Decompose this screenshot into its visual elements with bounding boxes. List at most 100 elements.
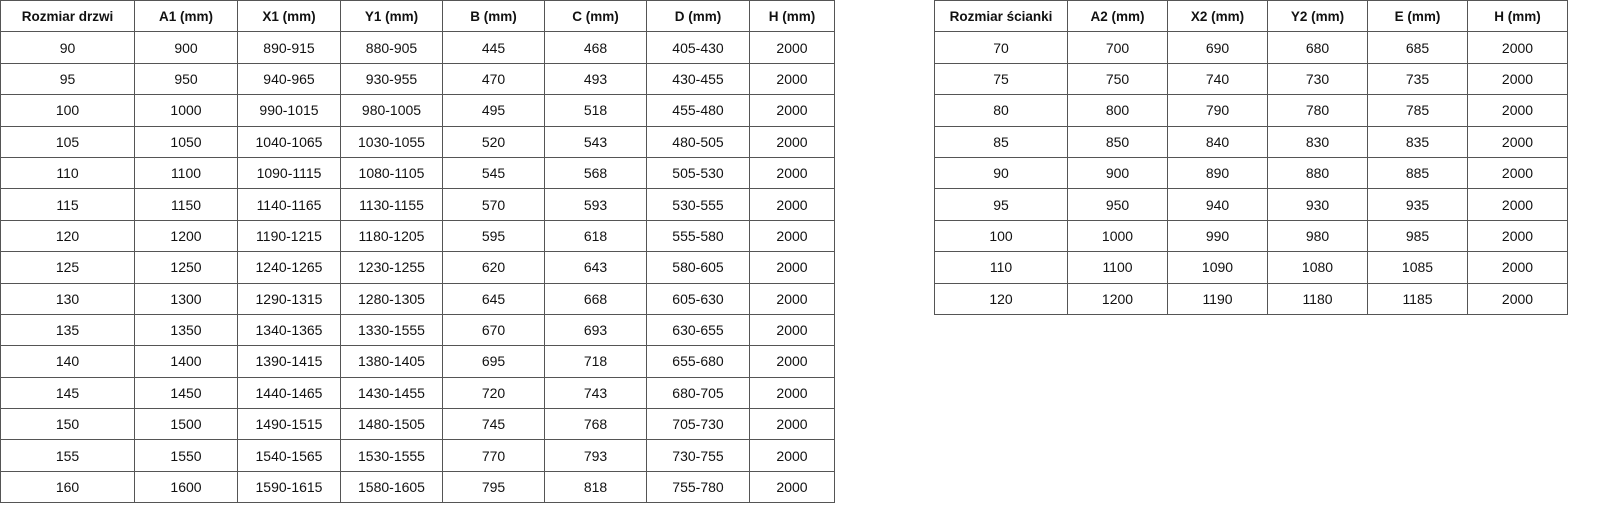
table-cell: 1440-1465 [237,376,341,410]
table-cell: 755-780 [646,470,750,504]
table-cell: 570 [442,188,545,221]
table-cell: 2000 [749,188,835,221]
table-cell: 160 [0,470,135,504]
table-cell: 2000 [749,439,835,472]
table-cell: 690 [1167,31,1268,64]
table-cell: 1580-1605 [340,470,443,504]
table-cell: 670 [442,313,545,347]
table-cell: 780 [1267,94,1368,127]
table-cell: 890 [1167,156,1268,190]
table-cell: 700 [1067,31,1168,64]
table-cell: 790 [1167,94,1268,127]
table-row: 115 1150 1140-1165 1130-1155 570 593 530-555 20… [0,188,835,221]
table-row: 150 1500 1490-1515 1480-1505 745 768 705-730 20… [0,408,835,441]
table-cell: 880-905 [340,31,443,64]
table-cell: 1000 [134,94,238,127]
table-cell: 505-530 [646,156,750,190]
table-row: 130 1300 1290-1315 1280-1305 645 668 605-630 20… [0,282,835,315]
table-row: 100 1000 990-1015 980-1005 495 518 455-480 2000 [0,94,835,127]
table-cell: 90 [0,31,135,64]
table-row: 90 900 890-915 880-905 445 468 405-430 2000 [0,31,835,64]
table-cell: 685 [1367,31,1468,64]
table-cell: 1500 [134,408,238,441]
table-cell: 1540-1565 [237,439,341,472]
table-cell: 1430-1455 [340,376,443,410]
table-cell: 495 [442,94,545,127]
table-cell: 750 [1067,62,1168,96]
column-header: Rozmiar drzwi [0,0,135,33]
table-cell: 1480-1505 [340,408,443,441]
table-cell: 493 [544,62,647,96]
table-cell: 480-505 [646,125,750,158]
table-cell: 990 [1167,219,1268,253]
table-cell: 645 [442,282,545,315]
table-row: 155 1550 1540-1565 1530-1555 770 793 730-755 20… [0,439,835,472]
table-cell: 405-430 [646,31,750,64]
table-cell: 2000 [749,31,835,64]
column-header: B (mm) [442,0,545,33]
table-cell: 85 [934,125,1068,158]
table-cell: 110 [934,251,1068,284]
table-cell: 2000 [749,408,835,441]
table-cell: 135 [0,313,135,347]
column-header: Rozmiar ścianki [934,0,1068,33]
table-row: 145 1450 1440-1465 1430-1455 720 743 680-705 20… [0,376,835,410]
table-cell: 1180-1205 [340,219,443,253]
column-header: C (mm) [544,0,647,33]
table-cell: 2000 [749,125,835,158]
table-cell: 2000 [1467,94,1568,127]
column-header: D (mm) [646,0,750,33]
column-header: X1 (mm) [237,0,341,33]
column-header: H (mm) [749,0,835,33]
table-cell: 518 [544,94,647,127]
table-row: 75 750 740 730 735 2000 [934,62,1568,96]
table-cell: 543 [544,125,647,158]
table-cell: 1080 [1267,251,1368,284]
table-cell: 2000 [1467,62,1568,96]
table-cell: 743 [544,376,647,410]
table-cell: 1330-1555 [340,313,443,347]
table-cell: 95 [0,62,135,96]
table-cell: 1490-1515 [237,408,341,441]
table-cell: 1200 [1067,282,1168,315]
table-cell: 768 [544,408,647,441]
table-cell: 618 [544,219,647,253]
table-cell: 930 [1267,188,1368,221]
table-row: 160 1600 1590-1615 1580-1605 795 818 755-780 20… [0,470,835,504]
table-cell: 655-680 [646,345,750,378]
table-cell: 2000 [1467,188,1568,221]
table-cell: 593 [544,188,647,221]
table-cell: 620 [442,251,545,284]
table-cell: 568 [544,156,647,190]
table-cell: 840 [1167,125,1268,158]
column-header: Y2 (mm) [1267,0,1368,33]
table-cell: 2000 [749,156,835,190]
table-cell: 2000 [1467,282,1568,315]
table-cell: 580-605 [646,251,750,284]
table-cell: 950 [134,62,238,96]
table-cell: 940-965 [237,62,341,96]
table-cell: 730 [1267,62,1368,96]
table-cell: 1550 [134,439,238,472]
table-cell: 1000 [1067,219,1168,253]
table-cell: 695 [442,345,545,378]
column-header: E (mm) [1367,0,1468,33]
table-cell: 835 [1367,125,1468,158]
table-cell: 2000 [1467,31,1568,64]
table-row: 80 800 790 780 785 2000 [934,94,1568,127]
table-cell: 1600 [134,470,238,504]
table-cell: 1190 [1167,282,1268,315]
table-cell: 95 [934,188,1068,221]
header-row: Rozmiar ścianki A2 (mm) X2 (mm) Y2 (mm) E (m… [934,0,1568,33]
table-cell: 693 [544,313,647,347]
table-cell: 668 [544,282,647,315]
table-row: 95 950 940 930 935 2000 [934,188,1568,221]
table-row: 105 1050 1040-1065 1030-1055 520 543 480-505 20… [0,125,835,158]
table-cell: 1230-1255 [340,251,443,284]
column-header: A1 (mm) [134,0,238,33]
table-cell: 105 [0,125,135,158]
table-cell: 2000 [749,470,835,504]
table-cell: 155 [0,439,135,472]
table-cell: 115 [0,188,135,221]
table-cell: 1080-1105 [340,156,443,190]
